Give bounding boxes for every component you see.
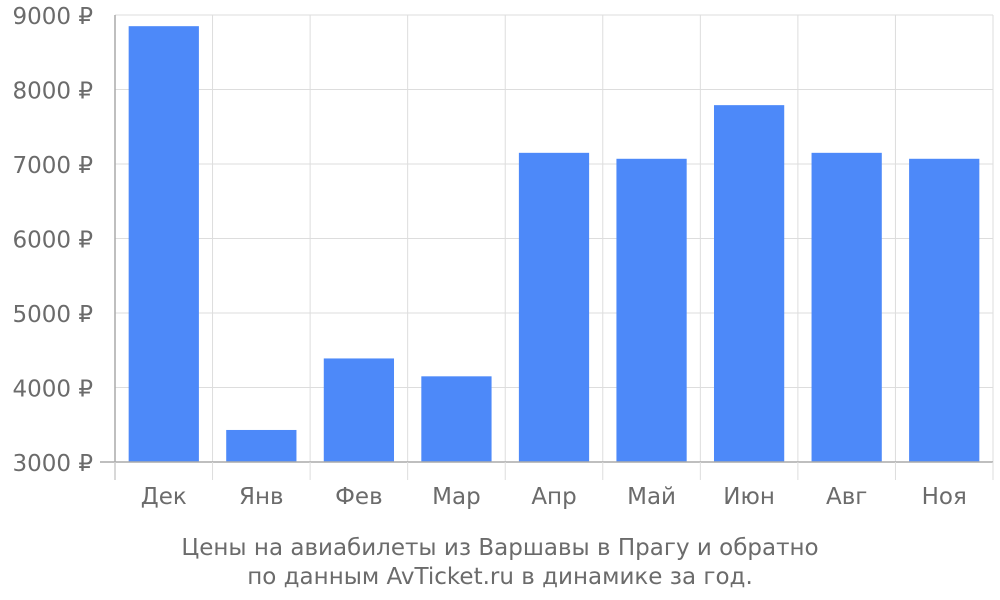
chart-caption-line-2: по данным AvTicket.ru в динамике за год. — [247, 564, 753, 590]
x-tick-labels: Дек Янв Фев Мар Апр Май Июн Авг Ноя — [141, 484, 967, 510]
y-tick-label: 3000 ₽ — [13, 451, 93, 477]
x-tick-label: Май — [627, 484, 676, 510]
bar-2 — [226, 429, 297, 462]
y-tick-label: 6000 ₽ — [13, 228, 93, 254]
y-tick-labels: 3000 ₽ 4000 ₽ 5000 ₽ 6000 ₽ 7000 ₽ 8000 ₽ 9000… — [13, 4, 93, 477]
bar-8 — [811, 152, 882, 462]
axes — [100, 15, 994, 480]
x-tick-label: Мар — [432, 484, 481, 510]
x-tick-label: Авг — [826, 484, 867, 510]
x-tick-label: Ноя — [922, 484, 967, 510]
bars — [128, 26, 980, 463]
bar-3 — [323, 358, 395, 462]
x-tick-label: Фев — [335, 484, 383, 510]
bar-4 — [421, 376, 492, 462]
bar-6 — [616, 158, 687, 462]
y-tick-label: 8000 ₽ — [13, 79, 93, 105]
bar-1 — [128, 26, 199, 463]
x-tick-label: Янв — [239, 484, 284, 510]
x-tick-label: Июн — [723, 484, 775, 510]
y-tick-label: 5000 ₽ — [13, 302, 93, 328]
y-tick-label: 7000 ₽ — [13, 153, 93, 179]
bar-5 — [518, 152, 590, 462]
y-tick-label: 4000 ₽ — [13, 377, 93, 403]
bar-9 — [909, 158, 980, 462]
bar-7 — [713, 105, 785, 463]
chart-caption-line-1: Цены на авиабилеты из Варшавы в Прагу и … — [181, 535, 819, 561]
x-tick-label: Апр — [531, 484, 576, 510]
y-tick-label: 9000 ₽ — [13, 4, 93, 30]
x-tick-label: Дек — [141, 484, 187, 510]
